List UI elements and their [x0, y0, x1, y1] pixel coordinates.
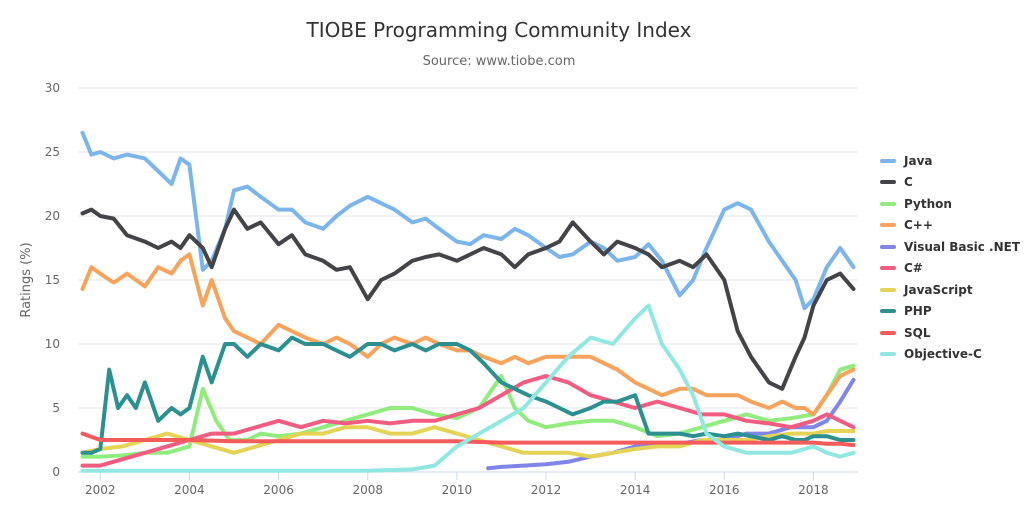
series-line-objective-c [80, 303, 856, 473]
legend-item-python[interactable]: Python [880, 193, 1020, 215]
legend-item-visual-basic-net[interactable]: Visual Basic .NET [880, 236, 1020, 258]
chart-title: TIOBE Programming Community Index [306, 18, 692, 42]
x-tick-label: 2016 [709, 483, 740, 497]
legend-label: Objective-C [904, 347, 982, 362]
y-tick-label: 25 [45, 145, 60, 159]
legend-label: Java [904, 153, 933, 168]
y-tick-label: 0 [52, 465, 60, 479]
legend-swatch [880, 180, 896, 185]
legend-item-c[interactable]: C# [880, 258, 1020, 280]
y-axis-label: Ratings (%) [19, 242, 34, 317]
legend-swatch [880, 201, 896, 206]
legend-swatch [880, 287, 896, 292]
legend-label: PHP [904, 304, 932, 319]
series-line-php [80, 335, 856, 455]
x-tick-label: 2006 [263, 483, 294, 497]
x-tick-label: 2010 [442, 483, 473, 497]
legend-swatch [880, 223, 896, 228]
y-axis-ticks: 0 5 10 15 20 25 30 [45, 81, 60, 479]
legend-swatch [880, 330, 896, 335]
series-line-c [80, 252, 856, 417]
series-line-java [80, 130, 856, 311]
legend: Java C Python C++ Visual Basic .NET C# JavaScr… [880, 150, 1020, 365]
series-lines [80, 130, 856, 473]
legend-item-c[interactable]: C [880, 172, 1020, 194]
x-tick-label: 2014 [620, 483, 651, 497]
legend-item-java[interactable]: Java [880, 150, 1020, 172]
legend-label: SQL [904, 325, 931, 340]
legend-label: C [904, 175, 913, 190]
legend-swatch [880, 309, 896, 314]
legend-item-php[interactable]: PHP [880, 301, 1020, 323]
y-tick-label: 5 [52, 401, 60, 415]
chart-subtitle: Source: www.tiobe.com [422, 54, 576, 69]
grid-lines [78, 87, 858, 409]
legend-item-javascript[interactable]: JavaScript [880, 279, 1020, 301]
legend-swatch [880, 244, 896, 249]
legend-swatch [880, 266, 896, 271]
legend-label: C++ [904, 218, 933, 233]
x-tick-label: 2002 [85, 483, 116, 497]
legend-swatch [880, 352, 896, 357]
legend-swatch [880, 158, 896, 163]
y-tick-label: 15 [45, 273, 60, 287]
legend-label: JavaScript [904, 282, 973, 297]
series-line-c [80, 374, 856, 468]
y-tick-label: 30 [45, 81, 60, 95]
legend-label: C# [904, 261, 923, 276]
legend-label: Python [904, 196, 952, 211]
legend-item-c[interactable]: C++ [880, 215, 1020, 237]
series-line-c [80, 207, 856, 391]
legend-item-objective-c[interactable]: Objective-C [880, 344, 1020, 366]
y-tick-label: 10 [45, 337, 60, 351]
x-tick-label: 2008 [352, 483, 383, 497]
x-tick-label: 2004 [174, 483, 205, 497]
y-tick-label: 20 [45, 209, 60, 223]
legend-label: Visual Basic .NET [904, 239, 1021, 254]
series-line-sql [80, 431, 856, 448]
x-axis-ticks: 2002 2004 2006 2008 2010 2012 2014 2016 2018 [85, 472, 829, 497]
legend-item-sql[interactable]: SQL [880, 322, 1020, 344]
x-tick-label: 2012 [531, 483, 562, 497]
x-tick-label: 2018 [798, 483, 829, 497]
